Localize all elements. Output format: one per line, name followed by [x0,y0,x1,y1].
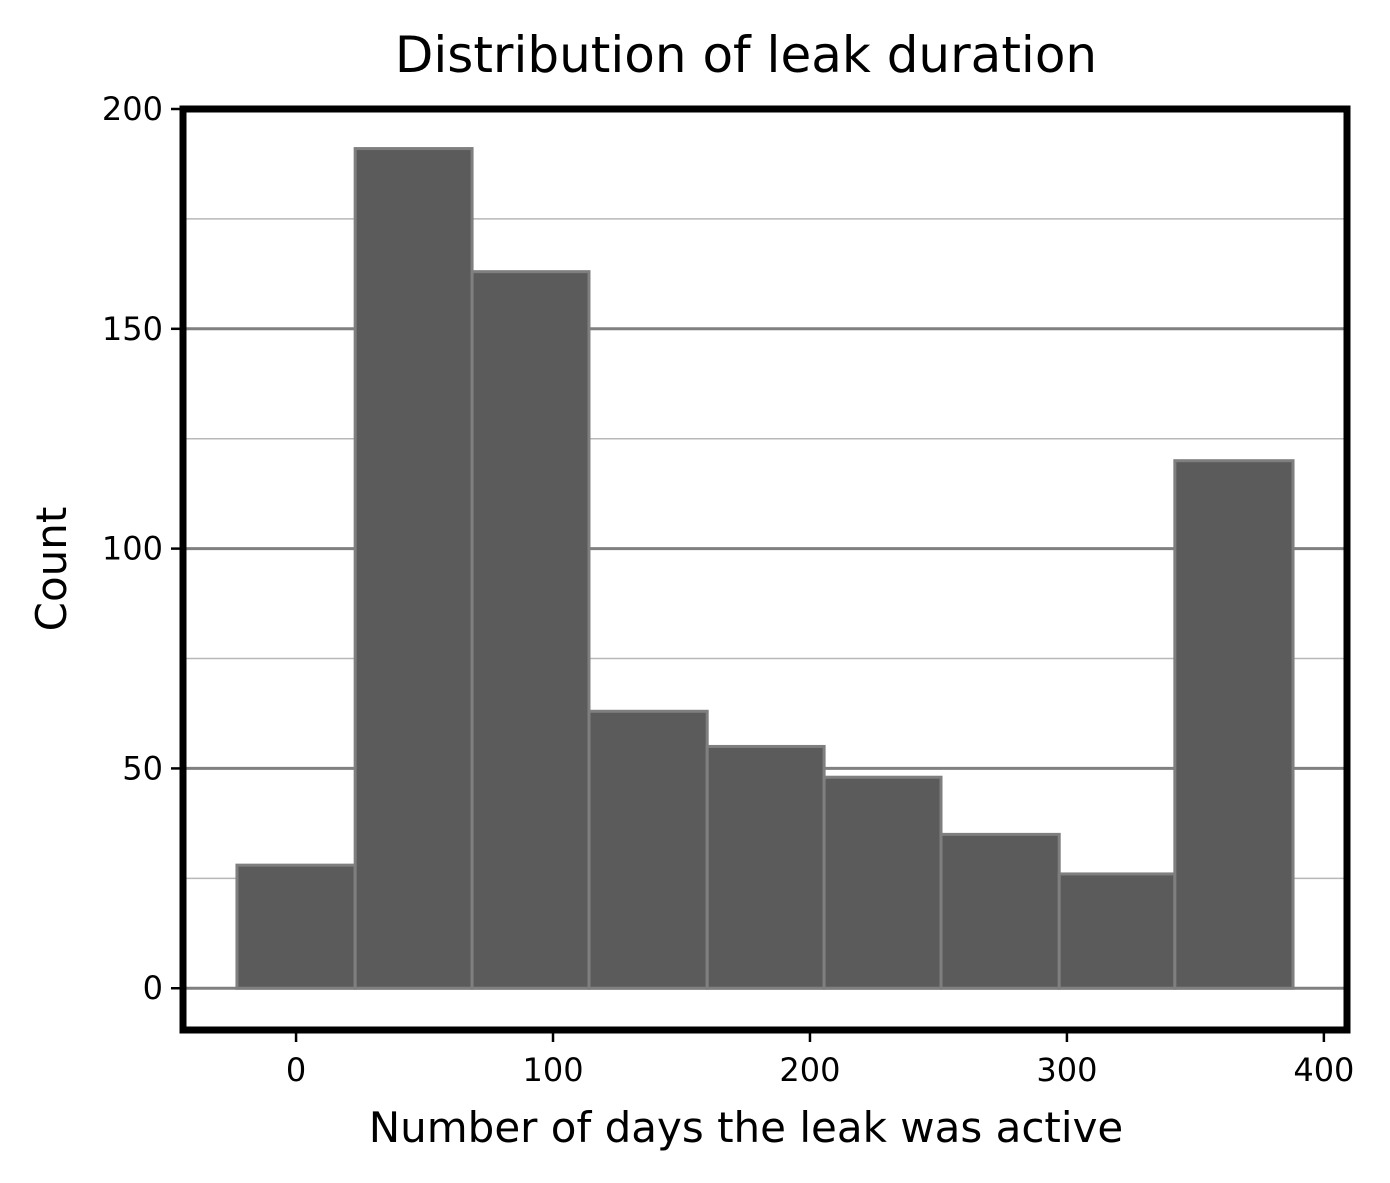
x-tick-label: 200 [779,1051,840,1089]
histogram-bar-8 [1057,872,1177,990]
histogram-bar-9 [1173,459,1295,990]
y-axis-ticks: 0 50 100 150 200 [102,90,180,1007]
histogram-bar-1 [235,863,357,990]
y-tick-label: 200 [102,90,163,128]
histogram-bar-6 [822,775,943,990]
histogram-bar-5 [705,744,826,990]
x-tick-label: 0 [286,1051,306,1089]
y-tick-label: 150 [102,310,163,348]
x-axis-label: Number of days the leak was active [369,1103,1124,1152]
x-tick-label: 100 [522,1051,583,1089]
y-axis-label: Count [27,507,76,632]
y-tick-label: 100 [102,530,163,568]
histogram-bar-4 [587,709,709,990]
histogram-bar-3 [470,270,591,990]
histogram-bar-2 [353,147,474,990]
y-tick-label: 50 [122,749,163,787]
x-tick-label: 400 [1293,1051,1354,1089]
y-tick-label: 0 [143,969,163,1007]
histogram-bar-7 [939,832,1061,990]
chart-title: Distribution of leak duration [395,26,1097,84]
plot-frame [179,105,1351,1034]
x-tick-label: 300 [1036,1051,1097,1089]
plot-area [179,105,1351,1034]
x-axis-ticks: 0 100 200 300 400 [286,1033,1354,1089]
bars [235,147,1295,990]
